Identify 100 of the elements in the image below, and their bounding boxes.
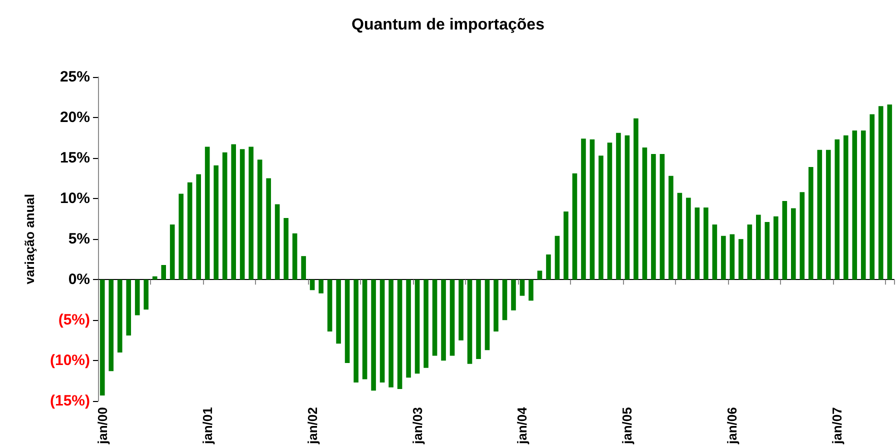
bar: [134, 280, 140, 316]
bar: [870, 114, 875, 280]
y-tick-label: (15%): [50, 392, 90, 410]
y-tick-label: 5%: [68, 230, 90, 248]
bar: [248, 146, 254, 280]
bar: [782, 200, 788, 280]
bar: [204, 146, 210, 280]
bar: [546, 254, 551, 280]
bar: [397, 280, 402, 389]
bar: [800, 192, 805, 280]
bar: [441, 280, 446, 361]
bar: [852, 130, 858, 280]
bar: [144, 280, 149, 310]
bar: [257, 160, 262, 280]
bar: [266, 178, 271, 280]
bar: [327, 280, 332, 332]
bar: [284, 218, 288, 280]
bar: [196, 174, 201, 280]
x-tick-label: jan/02: [304, 407, 320, 446]
bar: [274, 204, 280, 280]
bar: [450, 280, 455, 356]
bar: [240, 149, 245, 280]
bar: [826, 150, 831, 280]
bar: [607, 142, 612, 280]
bar: [747, 224, 752, 280]
bar: [791, 208, 796, 280]
bar: [344, 280, 350, 364]
bar: [520, 280, 525, 296]
bar: [371, 280, 376, 391]
bar: [388, 280, 394, 388]
bar: [231, 144, 236, 280]
bar: [502, 280, 508, 320]
bar: [318, 280, 324, 294]
bar: [887, 104, 892, 280]
bar: [860, 130, 866, 280]
x-tick-label: jan/07: [830, 407, 845, 446]
x-tick-label: jan/05: [620, 407, 635, 446]
bar: [590, 139, 595, 280]
bar: [634, 118, 638, 280]
bar: [528, 280, 534, 301]
x-tick-label: jan/00: [94, 407, 110, 446]
bar: [380, 280, 385, 383]
y-tick-label: (5%): [58, 312, 90, 329]
bar: [100, 280, 105, 396]
bar: [170, 224, 175, 280]
bar: [564, 212, 568, 280]
bar: [598, 156, 604, 280]
bar: [537, 270, 542, 280]
bar: [721, 236, 726, 280]
bar: [808, 166, 814, 280]
bar: [774, 216, 778, 280]
bar: [677, 192, 682, 280]
bar: [616, 132, 621, 280]
bar: [310, 280, 315, 290]
y-tick-label: (10%): [50, 352, 90, 370]
bar: [467, 280, 472, 364]
bar: [108, 280, 114, 372]
bar: [651, 154, 656, 280]
bar: [817, 150, 822, 280]
bar: [292, 233, 298, 280]
bar: [117, 280, 122, 353]
bar: [704, 207, 708, 280]
x-tick-label: jan/03: [410, 407, 425, 446]
bar: [730, 234, 735, 280]
bar: [668, 176, 674, 280]
bar: [660, 154, 665, 280]
bar: [406, 280, 411, 378]
bar: [756, 214, 761, 280]
bar: [572, 173, 578, 280]
bar: [581, 138, 586, 280]
bar: [458, 280, 464, 340]
bar: [414, 280, 420, 374]
bar: [554, 236, 560, 280]
bar: [178, 194, 184, 280]
bar: [214, 165, 218, 280]
bar: [222, 152, 228, 280]
y-tick-label: 10%: [60, 190, 90, 208]
bar: [424, 280, 428, 368]
bar: [362, 280, 368, 380]
bar: [834, 139, 840, 280]
bar: [738, 239, 744, 280]
bar: [432, 280, 438, 356]
bar: [642, 148, 648, 280]
y-tick-label: 0%: [68, 271, 90, 288]
y-tick-label: 25%: [60, 68, 90, 86]
bar: [152, 276, 158, 280]
bar: [161, 265, 166, 280]
bar: [764, 222, 770, 280]
bar: [843, 135, 848, 280]
bar: [126, 280, 132, 336]
y-tick-label: 15%: [60, 150, 90, 167]
bar: [878, 106, 884, 280]
bar: [511, 280, 516, 310]
x-tick-label: jan/06: [724, 407, 740, 446]
bar: [494, 280, 498, 332]
bar: [476, 280, 481, 360]
bar: [712, 224, 718, 280]
bar: [336, 280, 341, 344]
bar: [624, 135, 630, 280]
bar: [187, 182, 192, 280]
